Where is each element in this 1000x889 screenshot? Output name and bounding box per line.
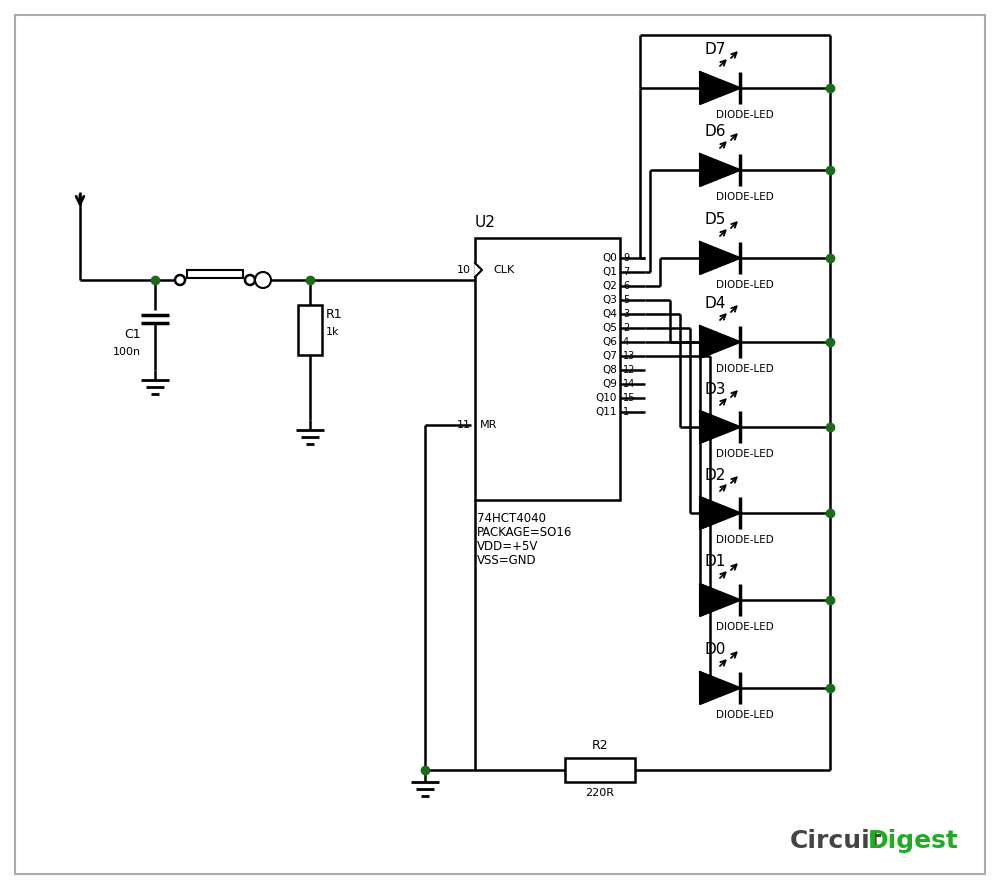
Text: D6: D6 [705,124,726,140]
Text: PACKAGE=SO16: PACKAGE=SO16 [477,525,572,539]
Polygon shape [700,584,740,616]
Text: MR: MR [480,420,497,430]
Circle shape [175,275,185,285]
Text: 12: 12 [623,365,635,375]
Circle shape [255,272,271,288]
Text: DIODE-LED: DIODE-LED [716,449,774,459]
Polygon shape [475,263,482,277]
Text: 5: 5 [623,295,629,305]
Bar [565,758,635,782]
Text: C1: C1 [124,329,141,341]
Text: DIODE-LED: DIODE-LED [716,535,774,545]
Text: 2: 2 [623,323,629,333]
Text: 7: 7 [623,267,629,277]
Text: 9: 9 [623,253,629,263]
Text: Q10: Q10 [596,393,617,403]
Text: D4: D4 [705,297,726,311]
Text: D1: D1 [705,555,726,570]
Bar [475,238,620,500]
Text: 15: 15 [623,393,635,403]
Text: Q4: Q4 [602,309,617,319]
Text: Digest: Digest [868,829,959,853]
Text: Circuit: Circuit [790,829,883,853]
Text: D3: D3 [705,381,726,396]
Text: 100n: 100n [113,347,141,357]
Text: DIODE-LED: DIODE-LED [716,364,774,374]
Text: 1: 1 [623,407,629,417]
Text: DIODE-LED: DIODE-LED [716,622,774,632]
Circle shape [245,275,255,285]
Text: Q8: Q8 [602,365,617,375]
Polygon shape [700,411,740,443]
Text: VDD=+5V: VDD=+5V [477,540,538,552]
Text: Q6: Q6 [602,337,617,347]
Polygon shape [700,242,740,274]
Text: 10: 10 [457,265,471,275]
Text: D2: D2 [705,468,726,483]
Text: Q3: Q3 [602,295,617,305]
Text: Q5: Q5 [602,323,617,333]
Text: 74HCT4040: 74HCT4040 [477,511,546,525]
Text: 13: 13 [623,351,635,361]
Text: 11: 11 [457,420,471,430]
Polygon shape [700,497,740,529]
Text: i: i [262,275,264,285]
Text: DIODE-LED: DIODE-LED [716,192,774,202]
Text: 1k: 1k [326,327,340,337]
Text: Q0: Q0 [602,253,617,263]
Polygon shape [700,72,740,104]
Text: D0: D0 [705,643,726,658]
Text: 3: 3 [623,309,629,319]
Text: D7: D7 [705,43,726,58]
Bar [187,270,243,278]
Text: 220R: 220R [586,788,614,798]
Text: CLK: CLK [493,265,514,275]
Text: D5: D5 [705,212,726,228]
Text: DIODE-LED: DIODE-LED [716,110,774,120]
Text: 6: 6 [623,281,629,291]
Text: 4: 4 [623,337,629,347]
Polygon shape [700,154,740,186]
Text: 14: 14 [623,379,635,389]
Text: DIODE-LED: DIODE-LED [716,280,774,290]
Text: R2: R2 [592,739,608,752]
Text: R1: R1 [326,308,343,322]
Polygon shape [700,672,740,704]
Text: DIODE-LED: DIODE-LED [716,710,774,720]
Text: Q2: Q2 [602,281,617,291]
Polygon shape [700,326,740,358]
Text: Q9: Q9 [602,379,617,389]
Text: VSS=GND: VSS=GND [477,554,537,566]
Text: Q7: Q7 [602,351,617,361]
Text: U2: U2 [475,215,496,230]
Bar [298,305,322,355]
Text: Q11: Q11 [596,407,617,417]
Text: Q1: Q1 [602,267,617,277]
